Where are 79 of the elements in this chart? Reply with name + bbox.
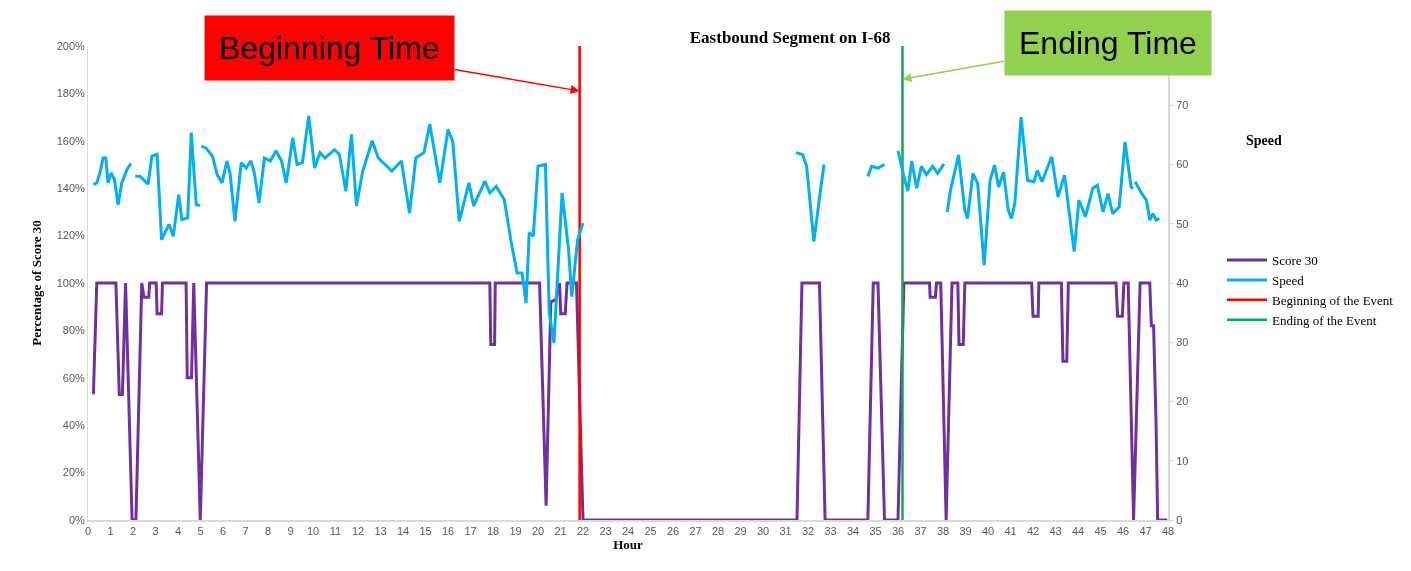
x-tick-label: 4 <box>174 524 182 537</box>
x-tick-label: 43 <box>1049 524 1062 537</box>
x-tick-label: 35 <box>869 524 882 537</box>
x-tick-label: 37 <box>914 524 927 537</box>
x-tick-label: 9 <box>287 524 294 537</box>
y2-tick-label: 10 <box>1176 454 1189 467</box>
y-tick-label: 160% <box>56 134 86 147</box>
x-tick-label: 24 <box>621 524 635 537</box>
y-tick-label: 60% <box>62 371 85 384</box>
x-tick-label: 13 <box>374 524 387 537</box>
x-tick-label: 42 <box>1026 524 1040 537</box>
x-tick-label: 5 <box>197 524 204 537</box>
y2-axis-title: Speed <box>1246 133 1282 148</box>
y-tick-label: 120% <box>56 229 86 242</box>
x-tick-label: 46 <box>1116 524 1130 537</box>
x-tick-label: 45 <box>1094 524 1107 537</box>
x-tick-label: 36 <box>891 524 905 537</box>
x-tick-label: 48 <box>1161 524 1175 537</box>
x-tick-label: 12 <box>351 524 365 537</box>
legend-label: Beginning of the Event <box>1272 292 1394 308</box>
x-tick-label: 14 <box>396 524 410 537</box>
y2-tick-label: 0 <box>1176 513 1183 526</box>
y-tick-label: 40% <box>62 419 85 432</box>
x-tick-label: 22 <box>576 524 590 537</box>
x-tick-label: 28 <box>711 524 725 537</box>
x-tick-label: 41 <box>1004 524 1017 537</box>
y2-tick-label: 20 <box>1176 395 1189 408</box>
y-tick-label: 80% <box>62 324 85 337</box>
y2-tick-label: 70 <box>1176 99 1189 112</box>
x-tick-label: 2 <box>129 524 137 537</box>
x-tick-label: 38 <box>936 524 950 537</box>
x-tick-label: 27 <box>689 524 702 537</box>
y-tick-label: 200% <box>56 39 86 52</box>
chart-title: Eastbound Segment on I-68 <box>689 28 891 48</box>
legend-label: Ending of the Event <box>1272 312 1377 328</box>
x-tick-label: 20 <box>531 524 545 537</box>
x-tick-label: 29 <box>734 524 747 537</box>
line-series <box>91 281 1168 520</box>
x-tick-label: 0 <box>84 524 92 537</box>
x-tick-label: 7 <box>242 524 249 537</box>
y-axis-title: Percentage of Score 30 <box>28 220 44 346</box>
x-tick-label: 32 <box>801 524 815 537</box>
x-tick-label: 19 <box>509 524 522 537</box>
y-tick-label: 140% <box>56 182 86 195</box>
x-tick-label: 44 <box>1071 524 1085 537</box>
x-tick-label: 11 <box>329 524 342 537</box>
y2-tick-label: 40 <box>1176 276 1189 289</box>
x-tick-label: 17 <box>464 524 477 537</box>
x-tick-label: 10 <box>306 524 320 537</box>
y2-tick-label: 60 <box>1176 158 1189 171</box>
y-tick-label: 100% <box>56 276 86 289</box>
x-tick-label: 18 <box>486 524 500 537</box>
y-tick-label: 20% <box>62 466 85 479</box>
x-tick-label: 31 <box>779 524 792 537</box>
x-tick-label: 30 <box>756 524 770 537</box>
x-tick-label: 3 <box>152 524 159 537</box>
x-axis-title: Hour <box>613 537 644 553</box>
x-tick-label: 39 <box>959 524 972 537</box>
y2-tick-label: 30 <box>1176 336 1189 349</box>
y-tick-label: 0% <box>68 513 86 526</box>
x-tick-label: 40 <box>981 524 995 537</box>
legend-label: Score 30 <box>1272 253 1318 269</box>
x-tick-label: 23 <box>599 524 612 537</box>
x-tick-label: 1 <box>107 524 114 537</box>
y-tick-label: 180% <box>56 87 86 100</box>
x-tick-label: 8 <box>264 524 272 537</box>
legend-label: Speed <box>1272 273 1305 288</box>
x-tick-label: 33 <box>824 524 837 537</box>
annotation: Beginning Time <box>219 30 440 66</box>
x-tick-label: 16 <box>441 524 455 537</box>
x-tick-label: 26 <box>666 524 680 537</box>
x-tick-label: 34 <box>846 524 860 537</box>
x-tick-label: 6 <box>219 524 227 537</box>
x-tick-label: 21 <box>554 524 567 537</box>
x-tick-label: 15 <box>419 524 432 537</box>
x-tick-label: 25 <box>644 524 657 537</box>
y2-tick-label: 50 <box>1176 217 1189 230</box>
annotation: Ending Time <box>1019 25 1197 61</box>
x-tick-label: 47 <box>1139 524 1152 537</box>
